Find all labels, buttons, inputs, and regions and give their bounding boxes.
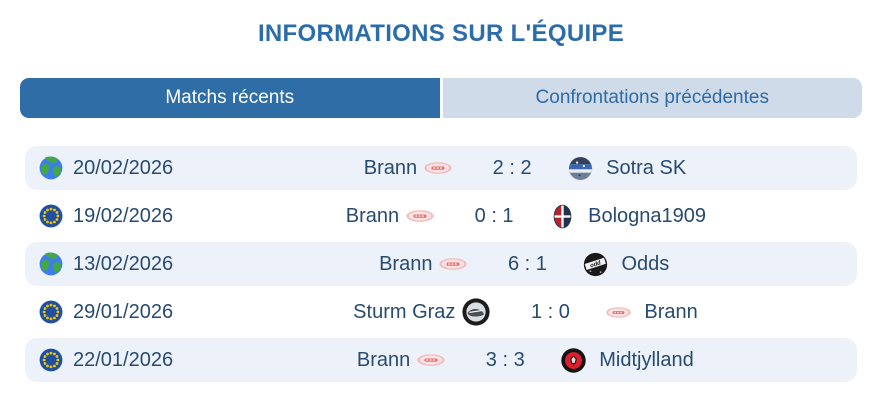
eu-flag-icon [38, 299, 64, 325]
match-date: 22/01/2026 [73, 348, 174, 371]
page-title: INFORMATIONS SUR L'ÉQUIPE [257, 20, 625, 47]
away-logo-slot [565, 155, 595, 182]
away-team-name: Brann [644, 300, 698, 323]
match-list: 20/02/2026 Brann 2 : 2 Sotra SK 19/02/20… [0, 146, 882, 382]
sturm-graz-logo [461, 297, 491, 327]
odds-logo [582, 251, 609, 278]
midtjylland-logo [560, 347, 587, 374]
match-date: 19/02/2026 [73, 204, 174, 227]
match-score: 3 : 3 [485, 348, 525, 371]
eu-flag-icon [38, 347, 64, 373]
home-team-name: Sturm Graz [353, 300, 456, 323]
away-team-name: Odds [621, 252, 670, 275]
globe-icon [38, 251, 64, 277]
home-team-name: Brann [356, 348, 411, 371]
bologna-logo [549, 203, 576, 230]
brann-logo [605, 299, 632, 326]
match-score: 2 : 2 [492, 156, 532, 179]
match-date: 29/01/2026 [73, 300, 174, 323]
away-logo-slot [580, 251, 610, 278]
away-team-name: Bologna1909 [588, 204, 706, 227]
match-score: 6 : 1 [508, 252, 547, 275]
away-team-name: Midtjylland [599, 348, 694, 371]
match-date: 13/02/2026 [73, 252, 174, 275]
match-row[interactable]: 20/02/2026 Brann 2 : 2 Sotra SK [25, 146, 857, 190]
home-logo-slot [432, 249, 474, 279]
away-logo-slot [547, 203, 577, 230]
brann-logo [438, 249, 468, 279]
home-logo-slot [417, 153, 459, 183]
brann-logo [416, 345, 446, 375]
away-logo-slot [603, 299, 633, 326]
match-row[interactable]: 29/01/2026 Sturm Graz 1 : 0 Brann [25, 288, 857, 336]
eu-flag-icon [38, 203, 64, 229]
match-row[interactable]: 13/02/2026 Brann 6 : 1 Odds [25, 242, 857, 286]
match-date: 20/02/2026 [73, 156, 174, 179]
match-score: 1 : 0 [530, 300, 570, 323]
home-team-name: Brann [379, 252, 433, 275]
tab-recent-matches[interactable]: Matchs récents [20, 78, 440, 118]
away-logo-slot [558, 347, 588, 374]
brann-logo [405, 201, 435, 231]
home-logo-slot [410, 345, 452, 375]
tab-head-to-head[interactable]: Confrontations précédentes [442, 78, 862, 118]
brann-logo [423, 153, 453, 183]
home-logo-slot [455, 297, 497, 327]
match-row[interactable]: 19/02/2026 Brann 0 : 1 Bologna1909 [25, 192, 857, 240]
home-logo-slot [399, 201, 441, 231]
sotra-sk-logo [567, 155, 594, 182]
home-team-name: Brann [363, 156, 418, 179]
tab-bar: Matchs récents Confrontations précédente… [20, 78, 862, 118]
away-team-name: Sotra SK [606, 156, 687, 179]
home-team-name: Brann [345, 204, 400, 227]
match-score: 0 : 1 [474, 204, 514, 227]
match-row[interactable]: 22/01/2026 Brann 3 : 3 Midtjylland [25, 338, 857, 382]
globe-icon [38, 155, 64, 181]
